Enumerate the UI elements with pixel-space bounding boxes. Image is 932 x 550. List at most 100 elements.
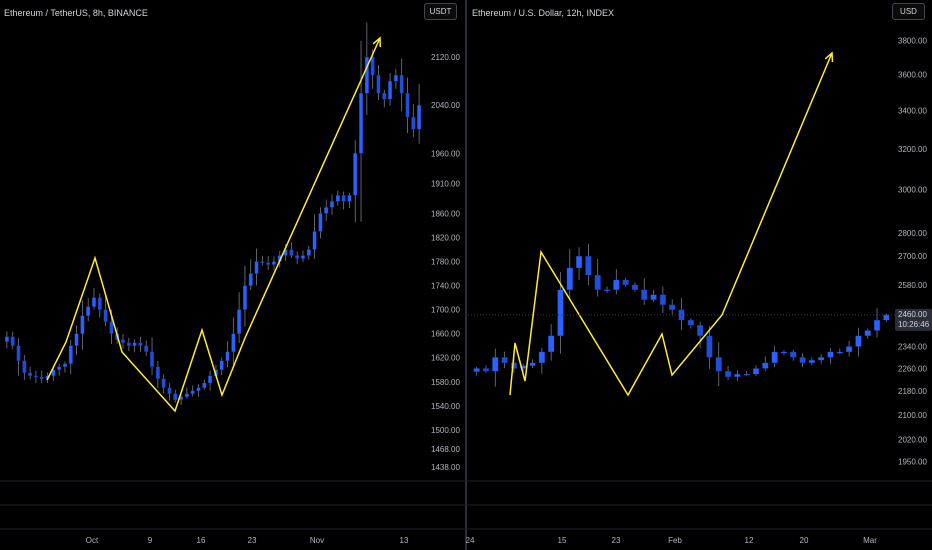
right-candle-body (725, 371, 732, 378)
left-candle-body (399, 74, 404, 94)
left-candle-body (318, 213, 323, 232)
left-candle-body (196, 387, 201, 391)
left-candle-body (126, 342, 131, 346)
left-candle-body (295, 255, 300, 259)
left-candle-body (103, 309, 108, 322)
left-candle-body (341, 195, 346, 202)
left-candle-body (382, 93, 387, 100)
right-candle-body (576, 256, 583, 269)
right-candle-body (715, 357, 722, 372)
left-zigzag-drawing (46, 37, 381, 413)
left-candle-body (335, 195, 340, 202)
left-candle-body (248, 273, 253, 286)
right-candle-body (510, 362, 517, 369)
left-candle-body (254, 261, 259, 274)
left-candle-body (28, 372, 33, 376)
left-arrow-head (372, 36, 381, 48)
right-price-tick-label: 3200.00 (898, 145, 927, 154)
left-candle-body (376, 74, 381, 94)
left-candle-body (4, 336, 9, 342)
left-candle-body (260, 261, 265, 263)
right-time-tick-label: Mar (863, 536, 877, 545)
left-candle-body (121, 339, 125, 343)
right-candle-body (799, 357, 806, 364)
left-candle-body (150, 351, 154, 367)
left-candle-body (74, 333, 79, 346)
left-candle-body (359, 93, 363, 154)
last-price-label: 2460.00 (898, 310, 927, 319)
left-candle-body (92, 297, 96, 307)
left-candle-body (16, 345, 21, 361)
right-time-tick-label: 23 (612, 536, 621, 545)
left-candle-body (272, 261, 276, 265)
right-candle-body (771, 351, 778, 364)
left-time-tick-label: Oct (86, 536, 99, 545)
left-candle-body (219, 360, 224, 370)
right-candle-body (855, 335, 862, 347)
left-candle-body (347, 195, 352, 202)
left-candle-body (161, 378, 166, 388)
right-candle-body (622, 279, 629, 286)
left-candle-body (353, 153, 358, 196)
left-price-tick-label: 1820.00 (431, 233, 460, 242)
right-price-tick-label: 2180.00 (898, 387, 927, 396)
left-time-tick-label: 16 (197, 536, 206, 545)
left-candle-body (405, 93, 410, 118)
left-currency-button[interactable]: USDT (424, 3, 457, 20)
left-candle-body (155, 366, 160, 379)
left-price-tick-label: 1620.00 (431, 354, 460, 363)
right-candle-body (473, 368, 480, 372)
left-candle-body (39, 376, 44, 379)
right-candle-body (613, 279, 620, 290)
left-candle-body (63, 363, 67, 367)
left-time-tick-label: 9 (148, 536, 153, 545)
right-candle-body (827, 351, 834, 358)
left-candle-body (306, 249, 311, 256)
right-candle-body (650, 294, 657, 300)
left-candle-body (324, 207, 329, 214)
right-candle-body (846, 346, 853, 353)
right-candle-body (808, 359, 815, 364)
right-candle-body (743, 373, 750, 376)
left-price-tick-label: 1960.00 (431, 149, 460, 158)
left-candle-body (97, 297, 102, 310)
left-candle-body (51, 369, 56, 376)
right-candle-body (836, 351, 843, 354)
left-candle-body (417, 105, 422, 130)
right-candle-body (631, 284, 638, 290)
left-candle-body (237, 309, 242, 334)
left-candle-body (132, 342, 137, 346)
right-candle-body (659, 294, 666, 305)
left-price-tick-label: 1860.00 (431, 209, 460, 218)
right-candle-body (706, 335, 713, 358)
right-candle-body (548, 335, 555, 353)
right-price-tick-label: 2800.00 (898, 229, 927, 238)
right-candle-body (492, 357, 499, 372)
left-candle-body (231, 333, 236, 352)
right-time-tick-label: Feb (668, 536, 682, 545)
left-candle-body (370, 56, 375, 76)
right-currency-button[interactable]: USD (892, 3, 925, 20)
right-candle-body (566, 267, 573, 290)
left-candle-body (312, 231, 317, 250)
left-price-tick-label: 2040.00 (431, 101, 460, 110)
left-candle-body (289, 249, 294, 256)
right-time-tick-label: 12 (745, 536, 754, 545)
right-candle-body (538, 351, 545, 364)
left-candle-body (184, 393, 189, 397)
right-price-tick-label: 3400.00 (898, 107, 927, 116)
right-arrow-head (824, 51, 834, 63)
right-price-tick-label: 3000.00 (898, 186, 927, 195)
right-time-tick-label: 24 (466, 536, 475, 545)
left-candle-body (393, 74, 398, 82)
left-chart-title: Ethereum / TetherUS, 8h, BINANCE (4, 8, 148, 18)
right-price-tick-label: 2700.00 (898, 252, 927, 261)
right-candle-body (641, 289, 648, 300)
left-candle-body (80, 315, 85, 334)
left-time-tick-label: 23 (248, 536, 257, 545)
right-time-tick-label: 20 (800, 536, 809, 545)
left-price-tick-label: 1468.00 (431, 445, 460, 454)
left-price-tick-label: 1580.00 (431, 378, 460, 387)
left-price-tick-label: 1540.00 (431, 402, 460, 411)
